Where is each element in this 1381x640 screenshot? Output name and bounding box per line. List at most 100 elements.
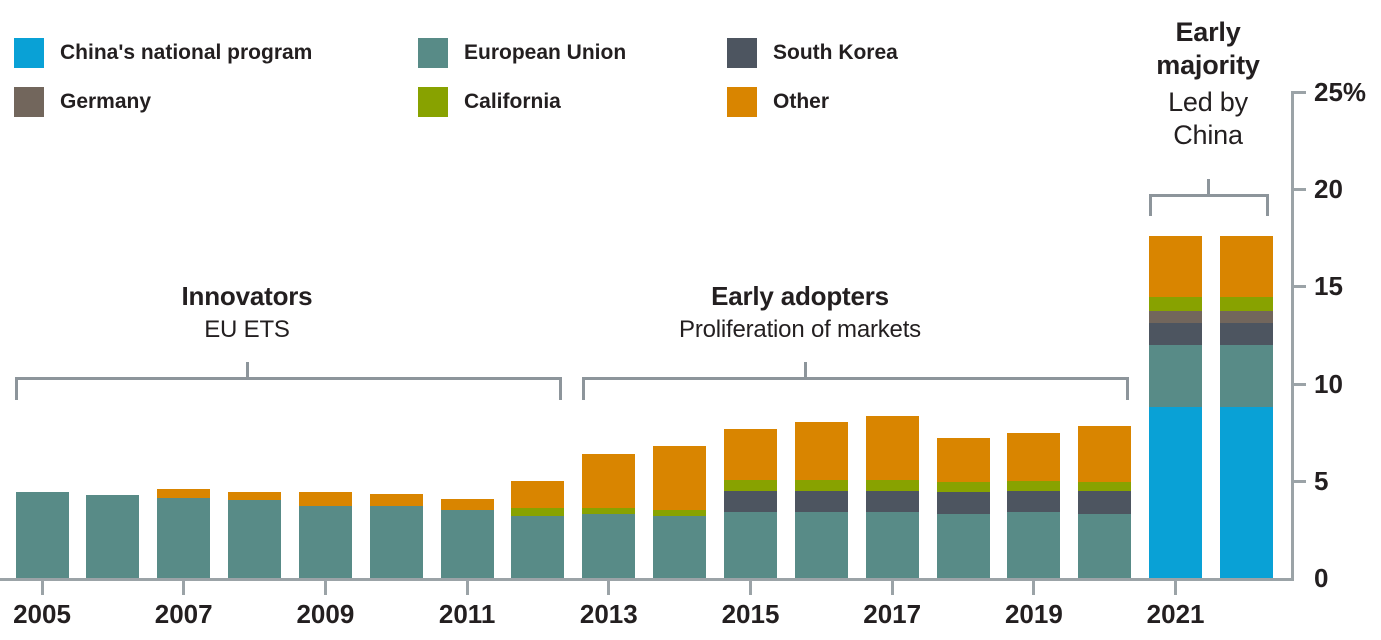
bar-2006-european-union <box>86 495 140 578</box>
bar-2022-china-s-national-program <box>1219 406 1273 578</box>
stage-bracket-2-right-tick <box>1266 194 1269 216</box>
bar-2014-european-union <box>653 515 707 578</box>
stage-subtitle: Proliferation of markets <box>679 316 921 343</box>
y-tick <box>1291 285 1306 289</box>
legend-item-china-s-national-program: China's national program <box>14 38 312 68</box>
legend-item-other: Other <box>727 87 829 117</box>
x-tick-label: 2021 <box>1146 599 1205 629</box>
stage-title: Early adopters <box>711 281 889 311</box>
stage-annotation-early-adopters: Early adopters Proliferation of markets <box>650 280 950 345</box>
bar-2018-other <box>936 438 990 482</box>
bar-2020-south-korea <box>1078 491 1132 514</box>
bar-2019-south-korea <box>1007 490 1061 512</box>
legend-swatch-icon <box>14 87 44 117</box>
x-tick <box>465 581 469 595</box>
x-tick <box>1174 581 1178 595</box>
x-tick-label: 2013 <box>579 599 638 629</box>
stage-bracket-1-stem <box>804 362 807 377</box>
bar-2022-south-korea <box>1219 323 1273 345</box>
bar-2022-other <box>1219 235 1273 298</box>
stage-bracket-2-rail <box>1149 194 1269 197</box>
stage-bracket-1-left-tick <box>582 377 585 400</box>
bar-2011-european-union <box>440 509 494 578</box>
stage-bracket-0-left-tick <box>15 377 18 400</box>
stage-bracket-2-stem <box>1207 179 1210 194</box>
bar-2021-other <box>1149 235 1203 298</box>
stage-subtitle: Led by China <box>1168 87 1248 150</box>
stage-annotation-innovators: Innovators EU ETS <box>97 280 397 345</box>
bar-2013-other <box>582 453 636 508</box>
stage-bracket-0-rail <box>15 377 562 380</box>
bar-2016-california <box>794 479 848 492</box>
y-tick <box>1291 479 1306 483</box>
bar-2009-european-union <box>298 506 352 578</box>
bar-2021-south-korea <box>1149 323 1203 345</box>
legend-swatch-icon <box>418 87 448 117</box>
y-tick-label: 15 <box>1314 271 1343 302</box>
y-tick-label: 25% <box>1314 77 1367 107</box>
bar-2008-european-union <box>228 500 282 578</box>
bar-2005-european-union <box>15 492 69 578</box>
x-axis-line <box>0 578 1294 581</box>
stage-subtitle: EU ETS <box>204 316 290 343</box>
bar-2015-other <box>724 429 777 480</box>
bar-2015-south-korea <box>724 491 777 512</box>
bar-2016-south-korea <box>794 491 848 512</box>
stage-bracket-1-right-tick <box>1126 377 1129 400</box>
bar-2010-other <box>369 494 423 507</box>
legend-swatch-icon <box>418 38 448 68</box>
stage-bracket-0-right-tick <box>559 377 562 400</box>
bar-2019-california <box>1007 480 1061 491</box>
legend-swatch-icon <box>727 87 757 117</box>
bar-2017-california <box>865 479 919 492</box>
bar-2019-other <box>1007 433 1061 481</box>
x-tick-label: 2007 <box>154 599 213 629</box>
legend-label: California <box>464 90 561 113</box>
legend-swatch-icon <box>727 38 757 68</box>
bar-2011-other <box>440 499 494 510</box>
stage-bracket-2-left-tick <box>1149 194 1152 216</box>
bar-2020-european-union <box>1078 513 1132 578</box>
stage-title: Innovators <box>181 281 313 311</box>
bar-2014-other <box>653 445 707 510</box>
x-tick-label: 2009 <box>296 599 355 629</box>
bar-2012-european-union <box>511 515 565 578</box>
bar-2009-other <box>298 492 352 507</box>
bar-2013-european-union <box>582 513 636 578</box>
bar-2007-european-union <box>157 498 211 578</box>
bar-2016-other <box>794 422 848 480</box>
bar-2018-california <box>936 481 990 493</box>
y-tick <box>1291 91 1306 94</box>
bar-2021-germany <box>1149 310 1203 324</box>
x-tick-label: 2017 <box>863 599 922 629</box>
bar-2021-china-s-national-program <box>1149 406 1203 578</box>
legend-item-germany: Germany <box>14 87 151 117</box>
bar-2017-european-union <box>865 511 919 578</box>
bar-2022-european-union <box>1219 344 1273 407</box>
bar-2016-european-union <box>794 511 848 578</box>
bar-2018-european-union <box>936 513 990 578</box>
legend-label: South Korea <box>773 41 898 64</box>
bar-2021-california <box>1149 297 1203 311</box>
bar-2013-california <box>582 508 636 514</box>
y-axis-line <box>1291 92 1294 581</box>
x-tick-label: 2019 <box>1004 599 1063 629</box>
legend-item-california: California <box>418 87 561 117</box>
bar-2020-california <box>1078 481 1132 492</box>
bar-2021-european-union <box>1149 344 1203 407</box>
x-tick <box>40 581 44 595</box>
x-tick-label: 2011 <box>438 599 496 629</box>
stage-title: Early majority <box>1156 17 1260 80</box>
x-tick <box>323 581 327 595</box>
x-tick <box>749 581 752 595</box>
y-tick-label: 20 <box>1314 174 1343 205</box>
bar-2017-south-korea <box>865 491 919 512</box>
bar-2012-california <box>511 508 565 516</box>
legend-item-south-korea: South Korea <box>727 38 898 68</box>
y-tick-label: 10 <box>1314 368 1343 399</box>
bar-2017-other <box>865 415 919 480</box>
bar-2010-european-union <box>369 506 423 578</box>
bar-2018-south-korea <box>936 492 990 514</box>
legend-label: Other <box>773 90 830 113</box>
